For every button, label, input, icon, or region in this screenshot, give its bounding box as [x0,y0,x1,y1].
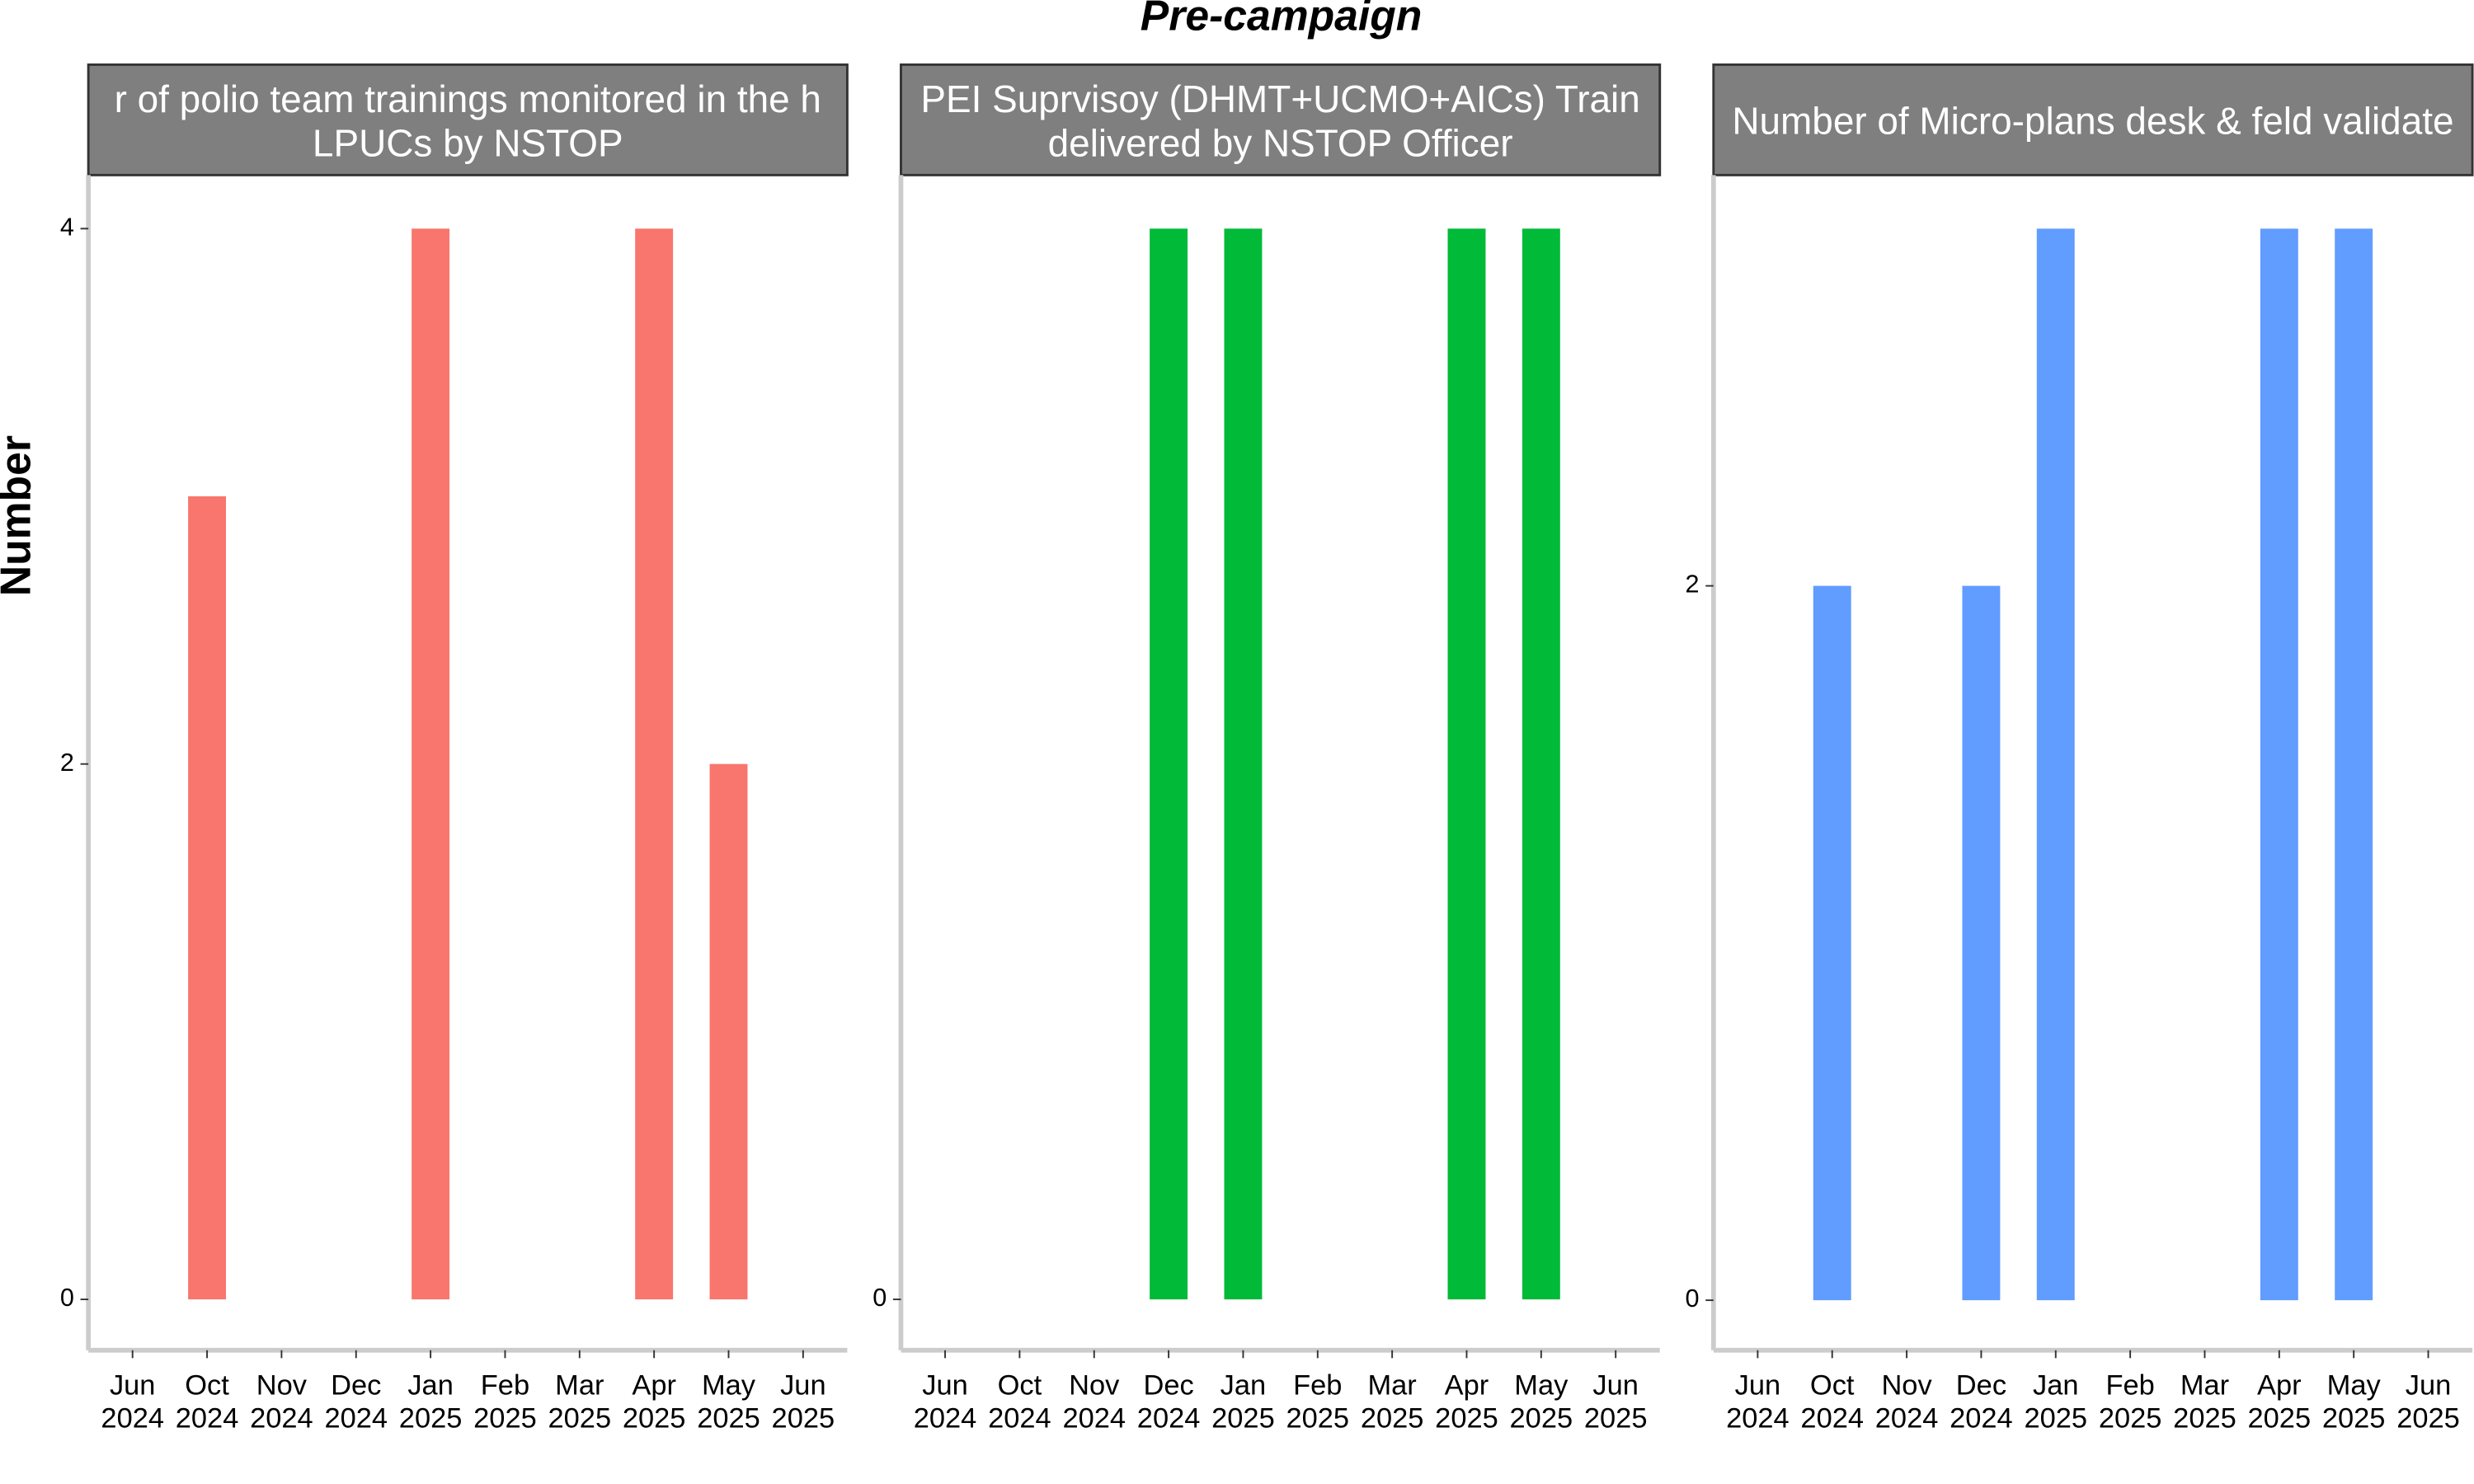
y-tick-label: 0 [60,1284,74,1312]
x-tick-label: Apr 2025 [1435,1369,1498,1434]
x-tick-label: Oct 2024 [176,1369,239,1434]
bar [709,763,748,1300]
x-tick-label: Feb 2025 [473,1369,537,1434]
bar [188,495,227,1300]
facet-strip [1712,63,2474,176]
bar [1447,228,1486,1300]
y-tick-label: 4 [60,213,74,241]
y-axis-label: Number [0,435,40,596]
facet-strip [900,63,1662,176]
bar [1813,585,1851,1301]
x-tick-label: Jun 2024 [914,1369,977,1434]
x-tick-label: Dec 2024 [324,1369,388,1434]
x-tick-label: Mar 2025 [548,1369,612,1434]
x-tick-label: May 2025 [1510,1369,1573,1434]
x-tick-label: May 2025 [2322,1369,2386,1434]
bar [1150,228,1188,1300]
x-tick-label: Nov 2024 [250,1369,313,1434]
x-tick-label: May 2025 [697,1369,760,1434]
x-tick-label: Apr 2025 [2248,1369,2312,1434]
x-tick-label: Nov 2024 [1875,1369,1939,1434]
x-tick-label: Jan 2025 [399,1369,463,1434]
x-tick-label: Jun 2025 [1584,1369,1648,1434]
x-tick-label: Nov 2024 [1062,1369,1126,1434]
bar [2260,228,2298,1301]
facet-title: r of polio team trainings monitored in t… [115,77,821,165]
bar [635,228,674,1300]
bar [1522,228,1560,1300]
y-tick-label: 0 [872,1284,887,1312]
facet-title: PEI Suprvisoy (DHMT+UCMO+AICs) Train deli… [920,77,1639,165]
bar [2335,228,2373,1301]
x-tick-label: Oct 2024 [988,1369,1051,1434]
x-tick-label: Feb 2025 [2099,1369,2162,1434]
x-tick-label: Jun 2024 [1726,1369,1790,1434]
y-tick-label: 2 [1686,571,1700,599]
chart-title: Pre-campaign [1141,0,1423,40]
x-tick-label: Apr 2025 [623,1369,686,1434]
x-tick-label: Feb 2025 [1286,1369,1349,1434]
y-tick-label: 0 [1686,1284,1700,1313]
x-tick-label: Jun 2025 [2396,1369,2460,1434]
x-tick-label: Mar 2025 [1361,1369,1424,1434]
bar [1224,228,1263,1300]
facet-strip [87,63,849,176]
y-tick-label: 2 [60,749,74,777]
x-tick-label: Jan 2025 [1211,1369,1275,1434]
bar [1962,585,2001,1301]
x-tick-label: Dec 2024 [1137,1369,1201,1434]
x-tick-label: Mar 2025 [2173,1369,2236,1434]
facet-title: Number of Micro-plans desk & feld valida… [1732,100,2453,143]
bar [2036,228,2075,1301]
x-tick-label: Dec 2024 [1950,1369,2013,1434]
bar [412,228,450,1300]
x-tick-label: Oct 2024 [1800,1369,1864,1434]
x-tick-label: Jun 2024 [101,1369,164,1434]
x-tick-label: Jun 2025 [772,1369,835,1434]
x-tick-label: Jan 2025 [2024,1369,2087,1434]
